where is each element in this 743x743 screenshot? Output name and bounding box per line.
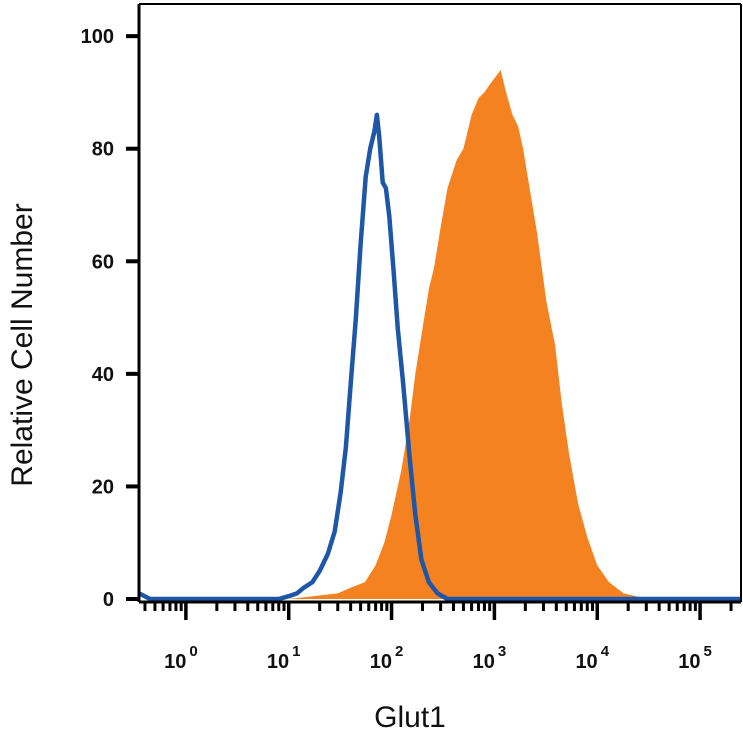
series-line-histogram xyxy=(137,112,741,602)
x-tick-label: 10 5 xyxy=(678,643,712,673)
x-tick-label: 10 2 xyxy=(370,643,404,673)
y-axis-label: Relative Cell Number xyxy=(6,203,39,486)
plot-series xyxy=(137,69,741,602)
y-axis-ticks: 0 20 40 60 80 100 xyxy=(81,26,139,611)
x-axis-label: Glut1 xyxy=(374,701,446,734)
x-tick-label: 10 4 xyxy=(575,643,609,673)
x-tick-label: 10 1 xyxy=(267,643,301,673)
y-tick-label: 100 xyxy=(81,26,114,48)
y-tick-label: 60 xyxy=(92,251,114,273)
x-tick-label: 10 0 xyxy=(164,643,198,673)
x-tick-label: 10 3 xyxy=(473,643,507,673)
y-tick-label: 20 xyxy=(92,476,114,498)
y-tick-label: 80 xyxy=(92,139,114,161)
y-tick-label: 40 xyxy=(92,364,114,386)
y-axis-title: Relative Cell Number xyxy=(6,203,39,486)
y-tick-label: 0 xyxy=(103,589,114,611)
series-filled-histogram xyxy=(139,69,741,599)
x-axis-ticks: 10 0 10 1 10 2 10 3 10 4 10 5 xyxy=(143,602,733,673)
